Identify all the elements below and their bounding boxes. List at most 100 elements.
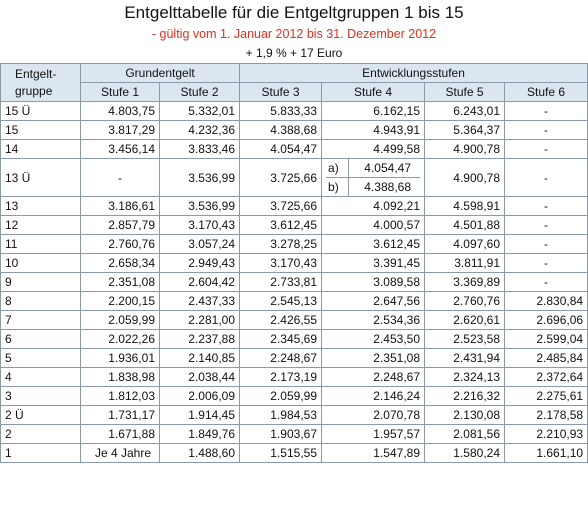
cell-stufe-3: 3.612,45 [239, 215, 323, 235]
cell-entgeltgruppe: 13 Ü [0, 158, 81, 197]
increase-note: + 1,9 % + 17 Euro [245, 46, 343, 60]
cell-stufe-2: 2.437,33 [158, 291, 241, 311]
cell-stufe-5: 2.324,13 [424, 367, 506, 387]
table-row: 13 3.186,61 3.536,99 3.725,66 4.092,21 4.598,… [0, 196, 588, 216]
cell-entgeltgruppe: 11 [0, 234, 81, 254]
cell-stufe-6: 1.661,10 [504, 443, 588, 463]
cell-stufe-3: 2.733,81 [239, 272, 323, 292]
split-row: a) 4.054,47 [326, 159, 420, 178]
cell-entgeltgruppe: 8 [0, 291, 81, 311]
cell-stufe-3: 1.984,53 [239, 405, 323, 425]
cell-entgeltgruppe: 12 [0, 215, 81, 235]
cell-stufe-1: 4.803,75 [80, 101, 160, 121]
column-group-entwicklungsstufen: Entwicklungsstufen [239, 63, 588, 83]
cell-stufe-1: Je 4 Jahre [80, 443, 160, 463]
table-row: 5 1.936,01 2.140,85 2.248,67 2.351,08 2.431,9… [0, 348, 588, 368]
table-row: 2 Ü 1.731,17 1.914,45 1.984,53 2.070,78 2.130… [0, 405, 588, 425]
table-row: 3 1.812,03 2.006,09 2.059,99 2.146,24 2.216,3… [0, 386, 588, 406]
cell-entgeltgruppe: 9 [0, 272, 81, 292]
table-row: 2 1.671,88 1.849,76 1.903,67 1.957,57 2.081,5… [0, 424, 588, 444]
cell-stufe-3: 4.054,47 [239, 139, 323, 159]
validity-subtitle: - gültig vom 1. Januar 2012 bis 31. Deze… [151, 27, 437, 41]
split-label: b) [326, 177, 350, 196]
cell-stufe-5: 4.097,60 [424, 234, 506, 254]
cell-stufe-5: 4.900,78 [424, 139, 506, 159]
cell-stufe-3: 2.173,19 [239, 367, 323, 387]
cell-entgeltgruppe: 14 [0, 139, 81, 159]
column-header-stufe-3: Stufe 3 [239, 82, 323, 102]
cell-stufe-4: 1.957,57 [321, 424, 426, 444]
cell-stufe-2: 3.057,24 [158, 234, 241, 254]
column-group-grundentgelt: Grundentgelt [79, 63, 241, 83]
cell-stufe-2: 5.332,01 [158, 101, 241, 121]
cell-stufe-3: 2.059,99 [239, 386, 323, 406]
cell-stufe-4: 4.000,57 [321, 215, 426, 235]
cell-stufe-1: 2.351,08 [80, 272, 160, 292]
cell-stufe-6: - [504, 139, 588, 159]
column-header-stufe-4: Stufe 4 [321, 82, 426, 102]
cell-stufe-1: 1.812,03 [80, 386, 160, 406]
cell-stufe-3: 4.388,68 [239, 120, 323, 140]
cell-stufe-5: 1.580,24 [424, 443, 506, 463]
split-value: 4.054,47 [364, 161, 412, 175]
table-row: 15 3.817,29 4.232,36 4.388,68 4.943,91 5.364,… [0, 120, 588, 140]
table-row: 7 2.059,99 2.281,00 2.426,55 2.534,36 2.620,6… [0, 310, 588, 330]
cell-stufe-1: 1.671,88 [80, 424, 160, 444]
cell-stufe-4: 2.351,08 [321, 348, 426, 368]
cell-stufe-3: 2.545,13 [239, 291, 323, 311]
cell-entgeltgruppe: 15 [0, 120, 81, 140]
cell-stufe-6: 2.599,04 [504, 329, 588, 349]
table-row: 6 2.022,26 2.237,88 2.345,69 2.453,50 2.523,5… [0, 329, 588, 349]
split-value: 4.388,68 [348, 177, 421, 196]
column-header-stufe-6: Stufe 6 [504, 82, 588, 102]
cell-stufe-3: 2.345,69 [239, 329, 323, 349]
cell-stufe-6: - [504, 158, 588, 197]
cell-stufe-2: 2.949,43 [158, 253, 241, 273]
cell-stufe-6: - [504, 272, 588, 292]
cell-stufe-3: 3.278,25 [239, 234, 323, 254]
cell-entgeltgruppe: 15 Ü [0, 101, 81, 121]
cell-entgeltgruppe: 13 [0, 196, 81, 216]
table-row: 9 2.351,08 2.604,42 2.733,81 3.089,58 3.369,8… [0, 272, 588, 292]
cell-stufe-3: 5.833,33 [239, 101, 323, 121]
cell-stufe-1: 2.857,79 [80, 215, 160, 235]
cell-stufe-5: 6.243,01 [424, 101, 506, 121]
cell-stufe-6: 2.830,84 [504, 291, 588, 311]
cell-entgeltgruppe: 10 [0, 253, 81, 273]
cell-stufe-3: 1.515,55 [239, 443, 323, 463]
cell-entgeltgruppe: 6 [0, 329, 81, 349]
table-row: 13 Ü -3.536,99 3.725,66 a) 4.054,47 b) 4.388,6… [0, 158, 588, 197]
cell-stufe-2: 4.232,36 [158, 120, 241, 140]
table-body: 15 Ü 4.803,75 5.332,01 5.833,33 6.162,15 6.24… [0, 101, 588, 463]
cell-stufe-2: 1.488,60 [158, 443, 241, 463]
cell-stufe-2: 1.914,45 [158, 405, 241, 425]
cell-stufe-2: 2.038,44 [158, 367, 241, 387]
cell-stufe-2: 2.604,42 [158, 272, 241, 292]
cell-stufe-2: 2.140,85 [158, 348, 241, 368]
cell-stufe-5: 2.523,58 [424, 329, 506, 349]
column-header-stufe-5: Stufe 5 [424, 82, 506, 102]
table-row: 8 2.200,15 2.437,33 2.545,13 2.647,56 2.760,7… [0, 291, 588, 311]
cell-stufe-2: 2.237,88 [158, 329, 241, 349]
cell-stufe-4-split: a) 4.054,47 b) 4.388,68 [321, 158, 426, 197]
cell-entgeltgruppe: 4 [0, 367, 81, 387]
cell-entgeltgruppe: 2 Ü [0, 405, 81, 425]
table-row: 1 Je 4 Jahre 1.488,60 1.515,55 1.547,89 1.580… [0, 443, 588, 463]
cell-stufe-1: 3.456,14 [80, 139, 160, 159]
cell-entgeltgruppe: 7 [0, 310, 81, 330]
cell-stufe-3: 3.725,66 [239, 196, 323, 216]
cell-stufe-4: 4.092,21 [321, 196, 426, 216]
cell-stufe-5: 4.501,88 [424, 215, 506, 235]
cell-stufe-2: 2.281,00 [158, 310, 241, 330]
column-header-stufe-1: Stufe 1 [80, 82, 160, 102]
split-row: b) 4.388,68 [326, 177, 421, 196]
cell-entgeltgruppe: 3 [0, 386, 81, 406]
cell-stufe-3: 3.170,43 [239, 253, 323, 273]
cell-stufe-3: 1.903,67 [239, 424, 323, 444]
cell-stufe-5: 2.081,56 [424, 424, 506, 444]
cell-stufe-2: 2.006,09 [158, 386, 241, 406]
table-row: 10 2.658,34 2.949,43 3.170,43 3.391,45 3.811,… [0, 253, 588, 273]
cell-stufe-4: 2.647,56 [321, 291, 426, 311]
cell-stufe-5: 2.431,94 [424, 348, 506, 368]
cell-stufe-4: 4.943,91 [321, 120, 426, 140]
